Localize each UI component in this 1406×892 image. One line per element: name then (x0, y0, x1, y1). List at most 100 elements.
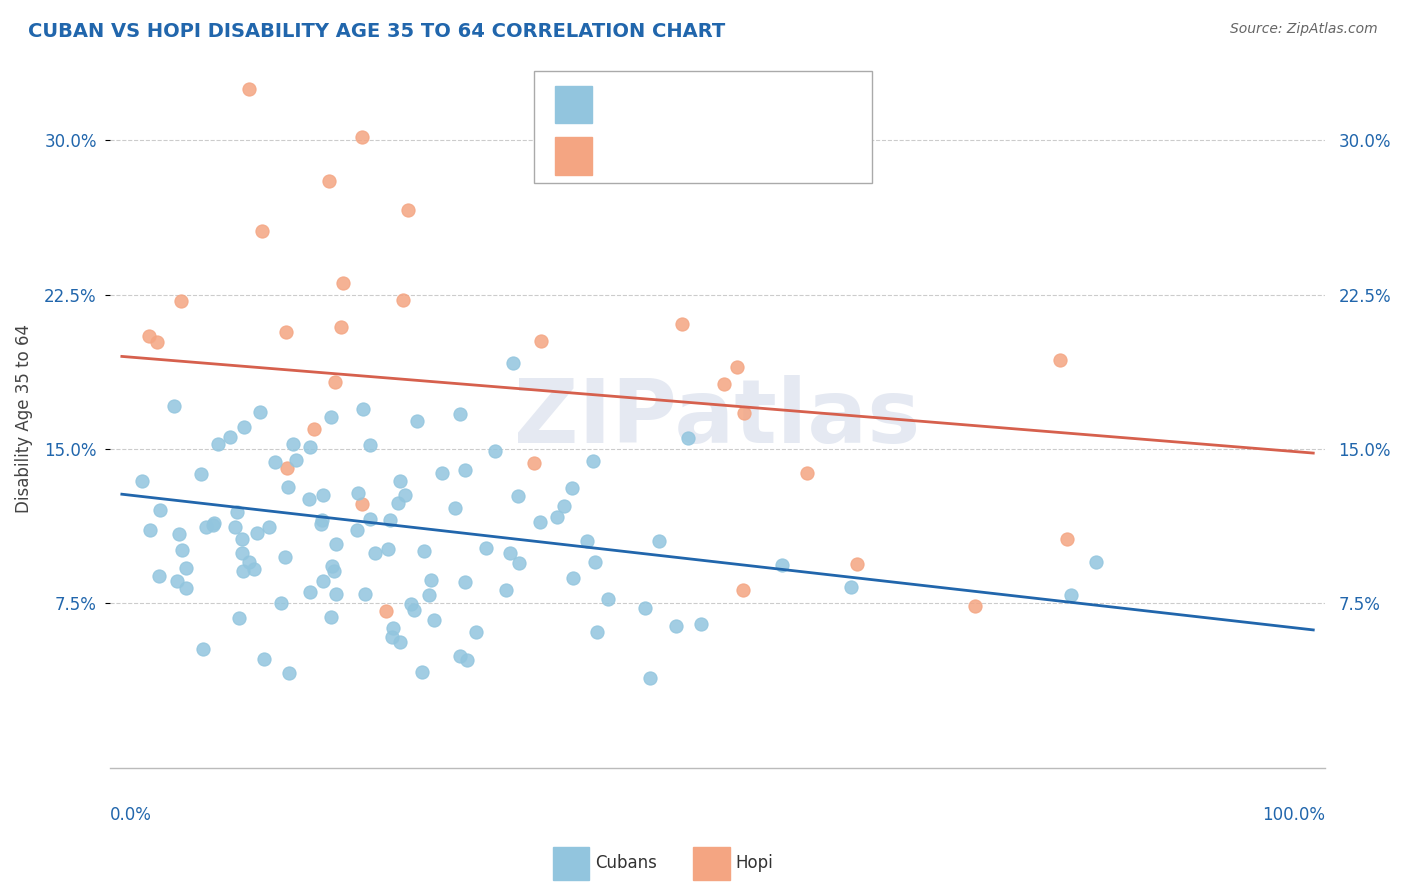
Point (253, 652, 276, 666)
Point (1049, 353, 1071, 368)
Point (963, 599, 986, 613)
Point (325, 375, 347, 389)
Point (174, 561, 197, 575)
Point (131, 474, 153, 488)
Point (1056, 532, 1078, 546)
Point (346, 485, 368, 500)
Point (332, 276, 354, 290)
Point (394, 488, 416, 502)
Point (278, 666, 301, 681)
Point (1084, 556, 1107, 570)
Point (583, 555, 606, 569)
Point (770, 558, 793, 573)
Point (264, 454, 287, 468)
Point (484, 444, 506, 458)
Point (839, 580, 862, 594)
Point (170, 543, 193, 558)
Point (454, 575, 477, 590)
Point (449, 408, 471, 422)
Point (689, 617, 711, 632)
Point (671, 317, 693, 331)
Point (676, 431, 699, 445)
Point (529, 515, 551, 529)
Point (388, 475, 411, 489)
Text: Cubans: Cubans (595, 855, 657, 872)
Point (582, 454, 605, 468)
Text: 0.0%: 0.0% (110, 806, 152, 824)
Point (1060, 589, 1083, 603)
Point (163, 400, 186, 414)
Point (845, 557, 868, 571)
Point (382, 621, 405, 635)
Point (167, 527, 190, 541)
Point (450, 648, 472, 663)
Point (238, 555, 260, 569)
Point (733, 582, 755, 597)
Point (304, 422, 326, 436)
Point (423, 613, 446, 627)
Point (299, 584, 322, 599)
Point (634, 600, 657, 615)
Point (796, 466, 818, 480)
Text: Source: ZipAtlas.com: Source: ZipAtlas.com (1230, 22, 1378, 37)
Point (299, 440, 322, 454)
Point (201, 517, 224, 532)
Point (312, 488, 335, 502)
Point (195, 519, 218, 533)
Point (321, 559, 343, 574)
Point (270, 596, 292, 610)
Point (318, 174, 340, 188)
Point (405, 414, 427, 428)
Point (586, 624, 609, 639)
Point (456, 653, 478, 667)
Point (138, 328, 160, 343)
Point (508, 556, 530, 570)
Point (596, 592, 619, 607)
Point (381, 630, 404, 644)
Text: ZIPatlas: ZIPatlas (515, 375, 921, 462)
Point (228, 611, 250, 625)
Point (277, 480, 299, 494)
Text: R = -0.311  N = 108: R = -0.311 N = 108 (606, 95, 804, 113)
Point (174, 581, 197, 595)
Point (418, 588, 440, 602)
Point (325, 537, 347, 551)
Point (274, 549, 297, 564)
Point (413, 543, 436, 558)
Point (387, 496, 409, 510)
Point (353, 587, 375, 601)
Point (232, 564, 254, 578)
Point (139, 523, 162, 537)
Text: R = -0.271  N =  29: R = -0.271 N = 29 (606, 147, 797, 165)
Point (475, 541, 498, 555)
Point (202, 516, 225, 530)
Point (380, 513, 402, 527)
Point (464, 625, 486, 640)
Point (665, 619, 688, 633)
Point (276, 461, 298, 475)
Point (352, 130, 374, 145)
Point (350, 497, 373, 511)
Point (231, 546, 253, 560)
Point (169, 293, 191, 308)
Point (733, 406, 755, 420)
Point (148, 503, 170, 517)
Point (561, 481, 583, 495)
Point (259, 520, 281, 534)
Point (553, 500, 575, 514)
Point (323, 564, 346, 578)
Point (231, 533, 253, 547)
Point (319, 409, 342, 424)
Point (388, 635, 411, 649)
Point (281, 437, 304, 451)
Point (285, 453, 308, 467)
Point (166, 574, 188, 589)
Point (193, 641, 215, 656)
Point (226, 505, 249, 519)
Point (224, 519, 246, 533)
Point (298, 492, 321, 507)
Point (377, 541, 399, 556)
Point (648, 534, 671, 549)
Point (396, 203, 419, 218)
Point (391, 293, 413, 307)
